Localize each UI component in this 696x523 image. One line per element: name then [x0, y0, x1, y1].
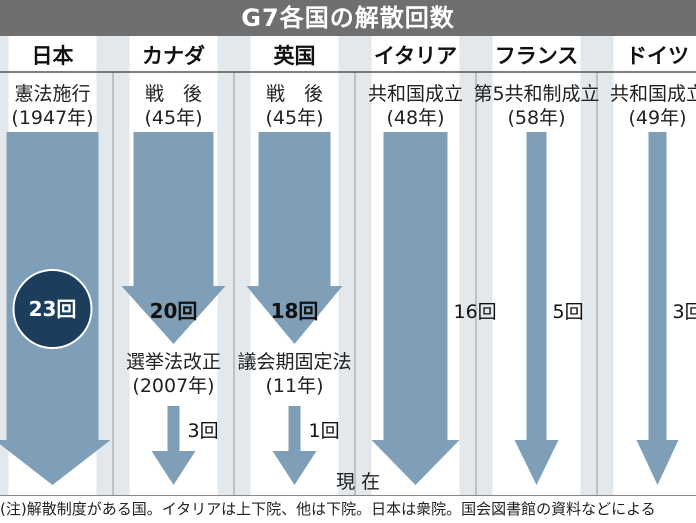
- start-year-japan: (1947年): [11, 107, 93, 129]
- footnote: (注)解散制度がある国。イタリアは上下院、他は下院。日本は衆院。国会図書館の資料…: [0, 495, 696, 523]
- reform-label-uk: 議会期固定法: [237, 351, 351, 373]
- count-label-italy: 16回: [454, 301, 497, 323]
- country-label-canada: カナダ: [142, 44, 205, 68]
- count-label-france: 5回: [553, 301, 584, 323]
- present-label: 現 在: [336, 471, 380, 493]
- country-label-france: フランス: [495, 44, 579, 68]
- start-label-uk: 戦 後: [266, 83, 323, 105]
- start-year-canada: (45年): [144, 107, 202, 129]
- country-label-japan: 日本: [32, 44, 74, 68]
- arrow-italy: [372, 132, 460, 485]
- start-year-italy: (48年): [386, 107, 444, 129]
- count-label-canada: 20回: [150, 299, 198, 323]
- start-year-germany: (49年): [628, 107, 686, 129]
- start-label-italy: 共和国成立: [368, 83, 463, 105]
- start-label-germany: 共和国成立: [610, 83, 696, 105]
- start-label-japan: 憲法施行: [14, 83, 90, 105]
- after-count-label-uk: 1回: [309, 420, 340, 442]
- reform-label-canada: 選挙法改正: [126, 351, 221, 373]
- start-year-uk: (45年): [265, 107, 323, 129]
- after-count-label-canada: 3回: [188, 420, 219, 442]
- count-label-uk: 18回: [271, 299, 319, 323]
- start-year-france: (58年): [507, 107, 565, 129]
- reform-year-uk: (11年): [265, 375, 323, 397]
- start-label-france: 第5共和制成立: [473, 83, 599, 105]
- count-label-japan: 23回: [29, 297, 77, 321]
- country-label-uk: 英国: [274, 44, 316, 68]
- country-label-italy: イタリア: [374, 44, 457, 68]
- reform-year-canada: (2007年): [132, 375, 214, 397]
- country-label-germany: ドイツ: [626, 44, 689, 68]
- start-label-canada: 戦 後: [145, 83, 202, 105]
- count-label-germany: 3回: [673, 301, 696, 323]
